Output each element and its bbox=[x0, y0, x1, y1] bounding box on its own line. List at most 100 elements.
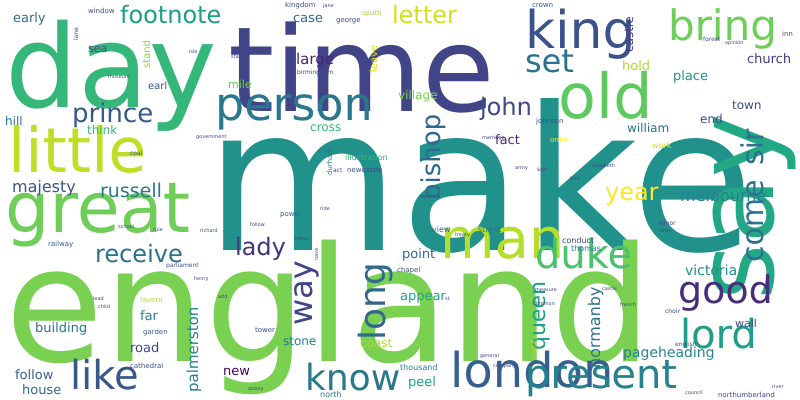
cloud-word: know bbox=[305, 358, 400, 399]
cloud-word: appear bbox=[400, 289, 446, 304]
cloud-word: st bbox=[445, 296, 450, 302]
cloud-word: bring bbox=[668, 1, 777, 50]
cloud-word: coal bbox=[130, 150, 143, 157]
cloud-word: case bbox=[293, 11, 323, 26]
cloud-word: company bbox=[493, 363, 516, 369]
cloud-word: make bbox=[205, 65, 754, 298]
cloud-word: tower bbox=[255, 326, 275, 334]
cloud-word: like bbox=[70, 353, 139, 399]
cloud-word: treaty bbox=[455, 232, 470, 238]
cloud-word: durham bbox=[326, 148, 334, 175]
cloud-word: way bbox=[282, 260, 320, 325]
cloud-word: melbourne bbox=[680, 186, 766, 205]
cloud-word: mile bbox=[228, 78, 252, 91]
cloud-word: william bbox=[627, 121, 669, 135]
cloud-word: end bbox=[700, 112, 723, 126]
cloud-word: duke bbox=[535, 232, 632, 278]
cloud-word: come bbox=[736, 179, 771, 262]
cloud-word: add bbox=[218, 294, 227, 300]
cloud-word: lord bbox=[680, 312, 757, 358]
cloud-word: general bbox=[480, 353, 499, 359]
cloud-word: cross bbox=[310, 120, 341, 134]
cloud-word: footnote bbox=[120, 1, 221, 29]
cloud-word: museum bbox=[108, 74, 130, 80]
cloud-word: window bbox=[88, 7, 115, 15]
cloud-word: north bbox=[320, 390, 341, 399]
cloud-word: french bbox=[620, 302, 636, 308]
cloud-word: far bbox=[140, 309, 159, 324]
cloud-word: bishop bbox=[417, 114, 447, 200]
cloud-word: thomas bbox=[571, 244, 601, 253]
cloud-word: hill bbox=[5, 114, 23, 128]
cloud-word: receive bbox=[95, 240, 183, 268]
cloud-word: sir bbox=[736, 128, 771, 165]
cloud-word: church bbox=[747, 52, 791, 67]
cloud-word: street bbox=[478, 225, 501, 234]
cloud-word: house bbox=[22, 383, 61, 398]
cloud-word: lord bbox=[570, 176, 580, 182]
cloud-word: power bbox=[280, 210, 302, 218]
cloud-word: minor bbox=[658, 220, 676, 227]
cloud-word: stone bbox=[283, 334, 316, 348]
cloud-word: lane bbox=[73, 27, 80, 40]
cloud-word: george bbox=[336, 16, 361, 24]
cloud-word: northumberland bbox=[718, 391, 775, 399]
cloud-word: river bbox=[772, 384, 784, 390]
cloud-word: great bbox=[5, 167, 190, 249]
cloud-word: work bbox=[652, 141, 672, 150]
cloud-word: common bbox=[533, 301, 555, 307]
cloud-word: little bbox=[8, 114, 146, 187]
cloud-word: leave bbox=[369, 45, 380, 72]
cloud-word: large bbox=[296, 50, 334, 68]
cloud-word: early bbox=[13, 11, 46, 26]
cloud-word: council bbox=[685, 390, 703, 396]
cloud-word: south bbox=[362, 9, 382, 17]
cloud-word: abbey bbox=[248, 386, 263, 392]
cloud-word: good bbox=[678, 268, 773, 312]
cloud-word: retain bbox=[295, 236, 310, 242]
cloud-word: english bbox=[675, 341, 697, 348]
cloud-word: earl bbox=[148, 81, 167, 92]
cloud-word: long bbox=[353, 262, 394, 340]
cloud-word: road bbox=[130, 341, 159, 356]
cloud-word: ride bbox=[320, 206, 330, 212]
cloud-word: letter bbox=[392, 1, 457, 29]
cloud-word: prince bbox=[72, 99, 153, 129]
cloud-word: follow bbox=[250, 222, 265, 228]
cloud-word: richard bbox=[200, 228, 218, 234]
cloud-word: lady bbox=[235, 233, 286, 261]
cloud-word: tavern bbox=[140, 296, 163, 304]
cloud-word: lead bbox=[93, 296, 104, 302]
cloud-word: queen bbox=[526, 281, 551, 350]
cloud-word: act bbox=[333, 167, 343, 174]
cloud-word: fact bbox=[495, 133, 520, 148]
cloud-word: nave bbox=[314, 248, 320, 260]
cloud-word: army bbox=[515, 165, 528, 171]
cloud-word: majesty bbox=[12, 177, 76, 196]
cloud-word: son bbox=[537, 166, 548, 173]
cloud-word: newcastle bbox=[347, 166, 382, 174]
cloud-word: london bbox=[450, 343, 613, 399]
cloud-word: measure bbox=[535, 287, 557, 293]
cloud-word: isle bbox=[189, 49, 197, 55]
cloud-word: henry bbox=[194, 276, 208, 282]
cloud-word: building bbox=[35, 321, 87, 336]
cloud-word: johnson bbox=[535, 117, 563, 125]
cloud-word: day bbox=[5, 1, 217, 135]
cloud-word: palmerston bbox=[184, 307, 202, 392]
cloud-word: hold bbox=[622, 59, 650, 74]
cloud-word: inn bbox=[782, 30, 793, 38]
cloud-word: opinion bbox=[725, 40, 743, 46]
cloud-word: forest bbox=[703, 36, 721, 43]
cloud-word: rule bbox=[153, 227, 163, 233]
cloud-word: village bbox=[398, 88, 437, 102]
cloud-word: follow bbox=[15, 368, 54, 383]
cloud-word: coast bbox=[360, 336, 393, 350]
cloud-word: john bbox=[479, 93, 532, 121]
cloud-word: time bbox=[228, 1, 495, 139]
cloud-word: point bbox=[402, 247, 435, 262]
cloud-word: person bbox=[215, 77, 373, 131]
cloud-word: order bbox=[550, 136, 569, 144]
cloud-word: kingdom bbox=[285, 1, 316, 9]
cloud-word: year bbox=[605, 178, 659, 206]
